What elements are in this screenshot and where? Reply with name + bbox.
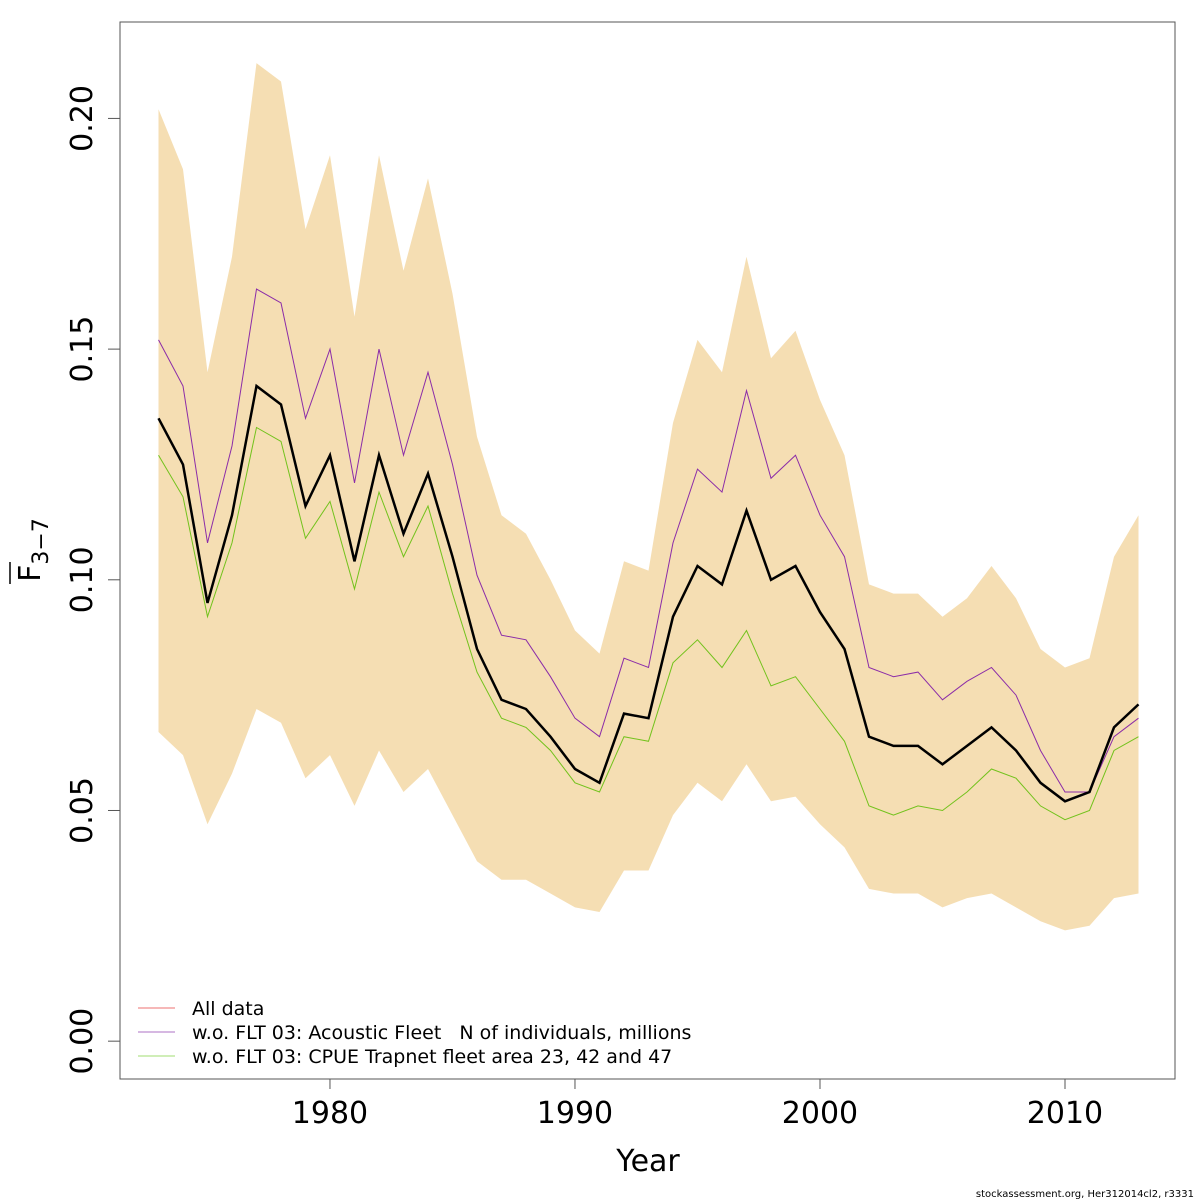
y-axis-title: F3−7 <box>9 518 54 584</box>
y-axis-title-main: F <box>13 565 48 582</box>
y-tick-label: 0.20 <box>65 85 100 152</box>
y-tick-label: 0.15 <box>65 316 100 383</box>
x-axis: 1980 1990 2000 2010 <box>292 1079 1103 1131</box>
svg-text:F3−7: F3−7 <box>13 518 54 582</box>
series-w-o-flt-03-acoustic-fleet-n-of-individua <box>158 288 1139 793</box>
footer-credit: stockassessment.org, Her312014cl2, r3331 <box>976 1189 1194 1200</box>
series-line <box>158 288 1139 793</box>
y-tick-label: 0.10 <box>65 546 100 613</box>
plot-frame <box>119 21 1176 1080</box>
y-axis-title-subscript: 3−7 <box>29 518 54 564</box>
confidence-band <box>158 63 1139 931</box>
x-tick-label: 1980 <box>292 1096 368 1131</box>
series-line <box>158 426 1139 821</box>
x-tick-label: 2010 <box>1027 1096 1103 1131</box>
x-tick-label: 1990 <box>537 1096 613 1131</box>
x-axis-title: Year <box>615 1144 680 1179</box>
legend-label: w.o. FLT 03: Acoustic Fleet N of individ… <box>192 1022 691 1044</box>
y-tick-label: 0.00 <box>65 1008 100 1075</box>
confidence-band-layer <box>158 63 1139 931</box>
series-w-o-flt-03-cpue-trapnet-fleet-area-23-42 <box>158 426 1139 821</box>
legend-label: All data <box>192 998 264 1020</box>
y-tick-label: 0.05 <box>65 777 100 844</box>
legend-label: w.o. FLT 03: CPUE Trapnet fleet area 23,… <box>192 1046 672 1068</box>
series-layer <box>157 288 1140 821</box>
series-all-data <box>157 383 1140 803</box>
series-line <box>157 383 1140 803</box>
legend-entry: All data <box>138 998 264 1020</box>
legend-entry: w.o. FLT 03: CPUE Trapnet fleet area 23,… <box>138 1046 672 1068</box>
y-axis: 0.00 0.05 0.10 0.15 0.20 <box>65 85 120 1075</box>
legend-entry: w.o. FLT 03: Acoustic Fleet N of individ… <box>138 1022 691 1044</box>
x-tick-label: 2000 <box>782 1096 858 1131</box>
